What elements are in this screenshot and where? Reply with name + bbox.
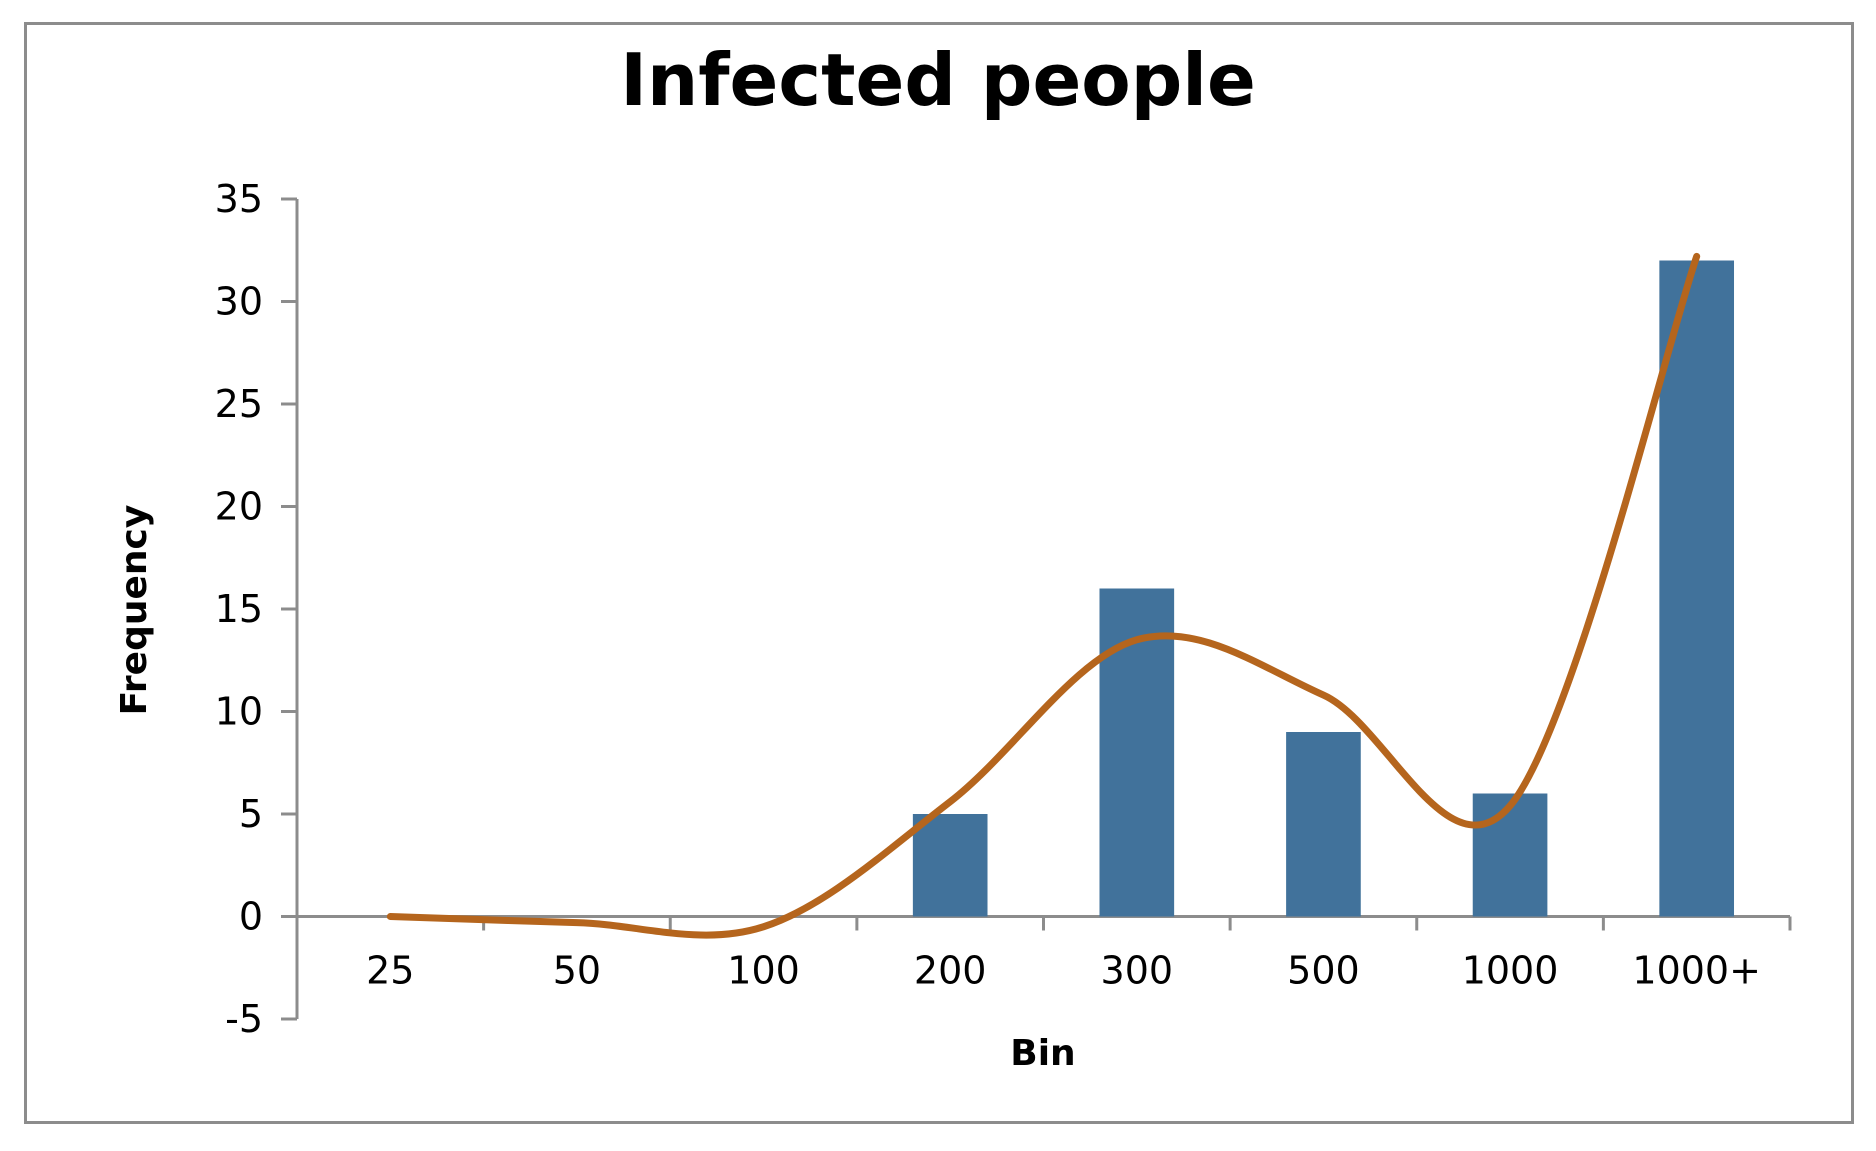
y-tick-label: 5 — [239, 792, 263, 836]
bar — [1286, 732, 1361, 917]
y-tick-label: 20 — [215, 485, 263, 529]
trendline-path — [386, 252, 1701, 939]
x-axis: 25 50 100 200 300 500 1000 1000+ — [295, 915, 1792, 993]
x-axis-title: Bin — [1010, 1033, 1075, 1074]
y-tick-label: 30 — [215, 280, 263, 324]
x-tick-label: 25 — [366, 949, 414, 993]
bar — [912, 814, 988, 917]
y-axis: 35 30 25 20 15 10 5 0 -5 — [215, 177, 299, 1041]
x-tick-label: 1000 — [1462, 949, 1559, 993]
x-tick-label: 500 — [1287, 949, 1360, 993]
y-tick-label: 35 — [215, 177, 263, 221]
trendline — [386, 252, 1701, 939]
y-tick-label: 15 — [215, 587, 263, 631]
bar — [1659, 260, 1735, 917]
y-tick-label: 10 — [215, 690, 263, 734]
y-tick-label: 25 — [215, 382, 263, 426]
bars — [912, 260, 1735, 917]
x-tick-label: 50 — [553, 949, 601, 993]
chart-title: Infected people — [620, 38, 1256, 122]
x-tick-label: 300 — [1101, 949, 1174, 993]
x-tick-label: 200 — [914, 949, 987, 993]
x-tick-label: 100 — [727, 949, 800, 993]
y-tick-label: -5 — [225, 997, 263, 1041]
bar — [1472, 793, 1548, 917]
chart-frame — [24, 22, 1854, 1124]
x-tick-label: 1000+ — [1632, 949, 1761, 993]
y-axis-title: Frequency — [114, 505, 155, 716]
y-tick-label: 0 — [239, 895, 263, 939]
